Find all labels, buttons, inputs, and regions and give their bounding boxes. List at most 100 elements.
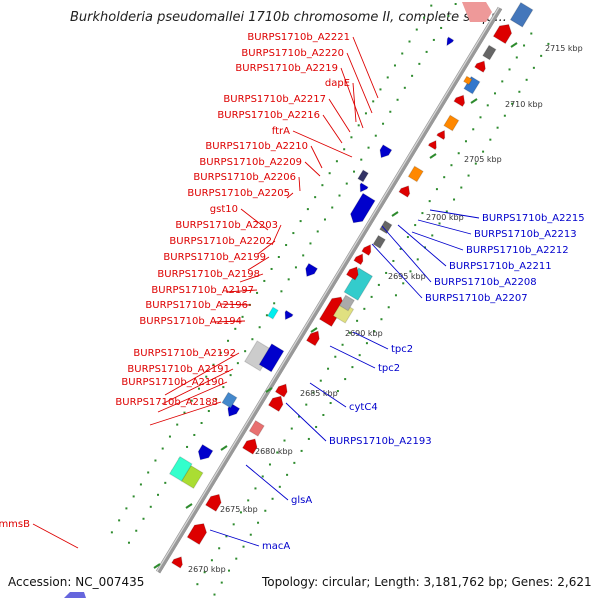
gene-reverse <box>357 169 369 183</box>
scale-dot <box>287 278 290 281</box>
scale-dot <box>257 521 260 524</box>
scale-dot <box>540 54 543 57</box>
scale-dot <box>467 174 470 177</box>
scale-dot <box>222 386 225 389</box>
gene-forward <box>186 523 208 546</box>
scale-dot <box>127 541 130 544</box>
scale-dot <box>503 114 506 117</box>
gene-forward <box>372 234 386 249</box>
scale-dot <box>234 327 237 330</box>
scale-dot <box>450 164 453 167</box>
scale-dot <box>334 355 337 358</box>
gene-fragment-bottom <box>64 592 86 598</box>
scale-dot <box>210 559 213 562</box>
scale-dot <box>357 124 360 127</box>
scale-dot <box>306 208 309 211</box>
scale-dot <box>229 374 232 377</box>
gene-forward <box>436 129 446 141</box>
right-gene-label: macA <box>262 541 290 552</box>
left-gene-label: ftrA <box>272 126 290 137</box>
scale-dot <box>396 98 399 101</box>
scale-dot <box>147 471 150 474</box>
left-leader-line <box>298 176 301 192</box>
scale-dot <box>242 545 245 548</box>
left-leader-line <box>292 130 353 158</box>
left-gene-label: BURPS1710b_A2196 <box>145 300 248 311</box>
scale-dot <box>307 437 310 440</box>
tick-mark <box>310 327 318 333</box>
scale-dot <box>200 421 203 424</box>
left-gene-label: BURPS1710b_A2216 <box>217 110 320 121</box>
gene-reverse <box>350 192 376 224</box>
scale-dot <box>132 495 135 498</box>
gene-forward <box>443 114 460 132</box>
scale-dot <box>445 210 448 213</box>
scale-dot <box>518 90 521 93</box>
tick-mark <box>391 211 399 217</box>
scale-dot <box>235 557 238 560</box>
scale-dot <box>118 519 121 522</box>
scale-dot <box>292 232 295 235</box>
scale-dot <box>258 326 261 329</box>
scale-dot <box>244 350 247 353</box>
scale-dot <box>186 445 189 448</box>
right-gene-label: BURPS1710b_A2207 <box>425 293 528 304</box>
scale-dot <box>110 531 113 534</box>
gene-forward <box>241 438 258 455</box>
scale-dot <box>508 68 511 71</box>
left-gene-label: BURPS1710b_A2192 <box>133 348 236 359</box>
scale-dot <box>379 88 382 91</box>
scale-dot <box>373 330 376 333</box>
scale-dot <box>273 302 276 305</box>
scale-dot <box>227 339 230 342</box>
scale-dot <box>431 234 434 237</box>
scale-dot <box>464 140 467 143</box>
left-leader-line <box>247 256 270 271</box>
tick-label: 2700 kbp <box>426 213 464 222</box>
scale-dot <box>168 435 171 438</box>
scale-dot <box>277 256 280 259</box>
scale-dot <box>547 42 550 45</box>
left-leader-line <box>157 381 228 413</box>
gene-forward <box>305 330 320 347</box>
left-gene-label: BURPS1710b_A2190 <box>121 377 224 388</box>
gene-forward <box>509 1 534 28</box>
tick-mark <box>429 153 437 159</box>
map-title: Burkholderia pseudomallei 1710b chromoso… <box>70 10 507 25</box>
scale-dot <box>205 375 208 378</box>
tick-label: 2710 kbp <box>505 100 543 109</box>
scale-dot <box>249 533 252 536</box>
left-gene-label: BURPS1710b_A2202 <box>169 236 272 247</box>
scale-dot <box>139 483 142 486</box>
scale-dot <box>440 26 443 29</box>
scale-dot <box>270 267 273 270</box>
scale-dot <box>220 581 223 584</box>
scale-dot <box>294 266 297 269</box>
left-leader-line <box>239 273 264 283</box>
left-leader-line <box>310 145 323 169</box>
scale-dot <box>501 80 504 83</box>
scale-dot <box>350 136 353 139</box>
right-gene-label: BURPS1710b_A2208 <box>434 277 537 288</box>
backbone-highlight <box>156 7 500 572</box>
scale-dot <box>203 571 206 574</box>
scale-dot <box>474 162 477 165</box>
scale-dot <box>278 485 281 488</box>
scale-dot <box>331 206 334 209</box>
scale-dot <box>197 387 200 390</box>
scale-dot <box>351 366 354 369</box>
scale-dot <box>239 511 242 514</box>
right-gene-label: cytC4 <box>349 402 378 413</box>
gene-reverse <box>305 262 319 278</box>
gene-forward <box>482 44 497 61</box>
scale-dot <box>511 102 514 105</box>
right-leader-line <box>209 529 260 547</box>
right-leader-line <box>429 209 480 219</box>
left-leader-line <box>225 289 258 293</box>
scale-dot <box>247 499 250 502</box>
left-leader-line <box>352 82 357 123</box>
scale-dot <box>265 314 268 317</box>
scale-dot <box>322 413 325 416</box>
scale-dot <box>423 16 426 19</box>
scale-dot <box>314 196 317 199</box>
